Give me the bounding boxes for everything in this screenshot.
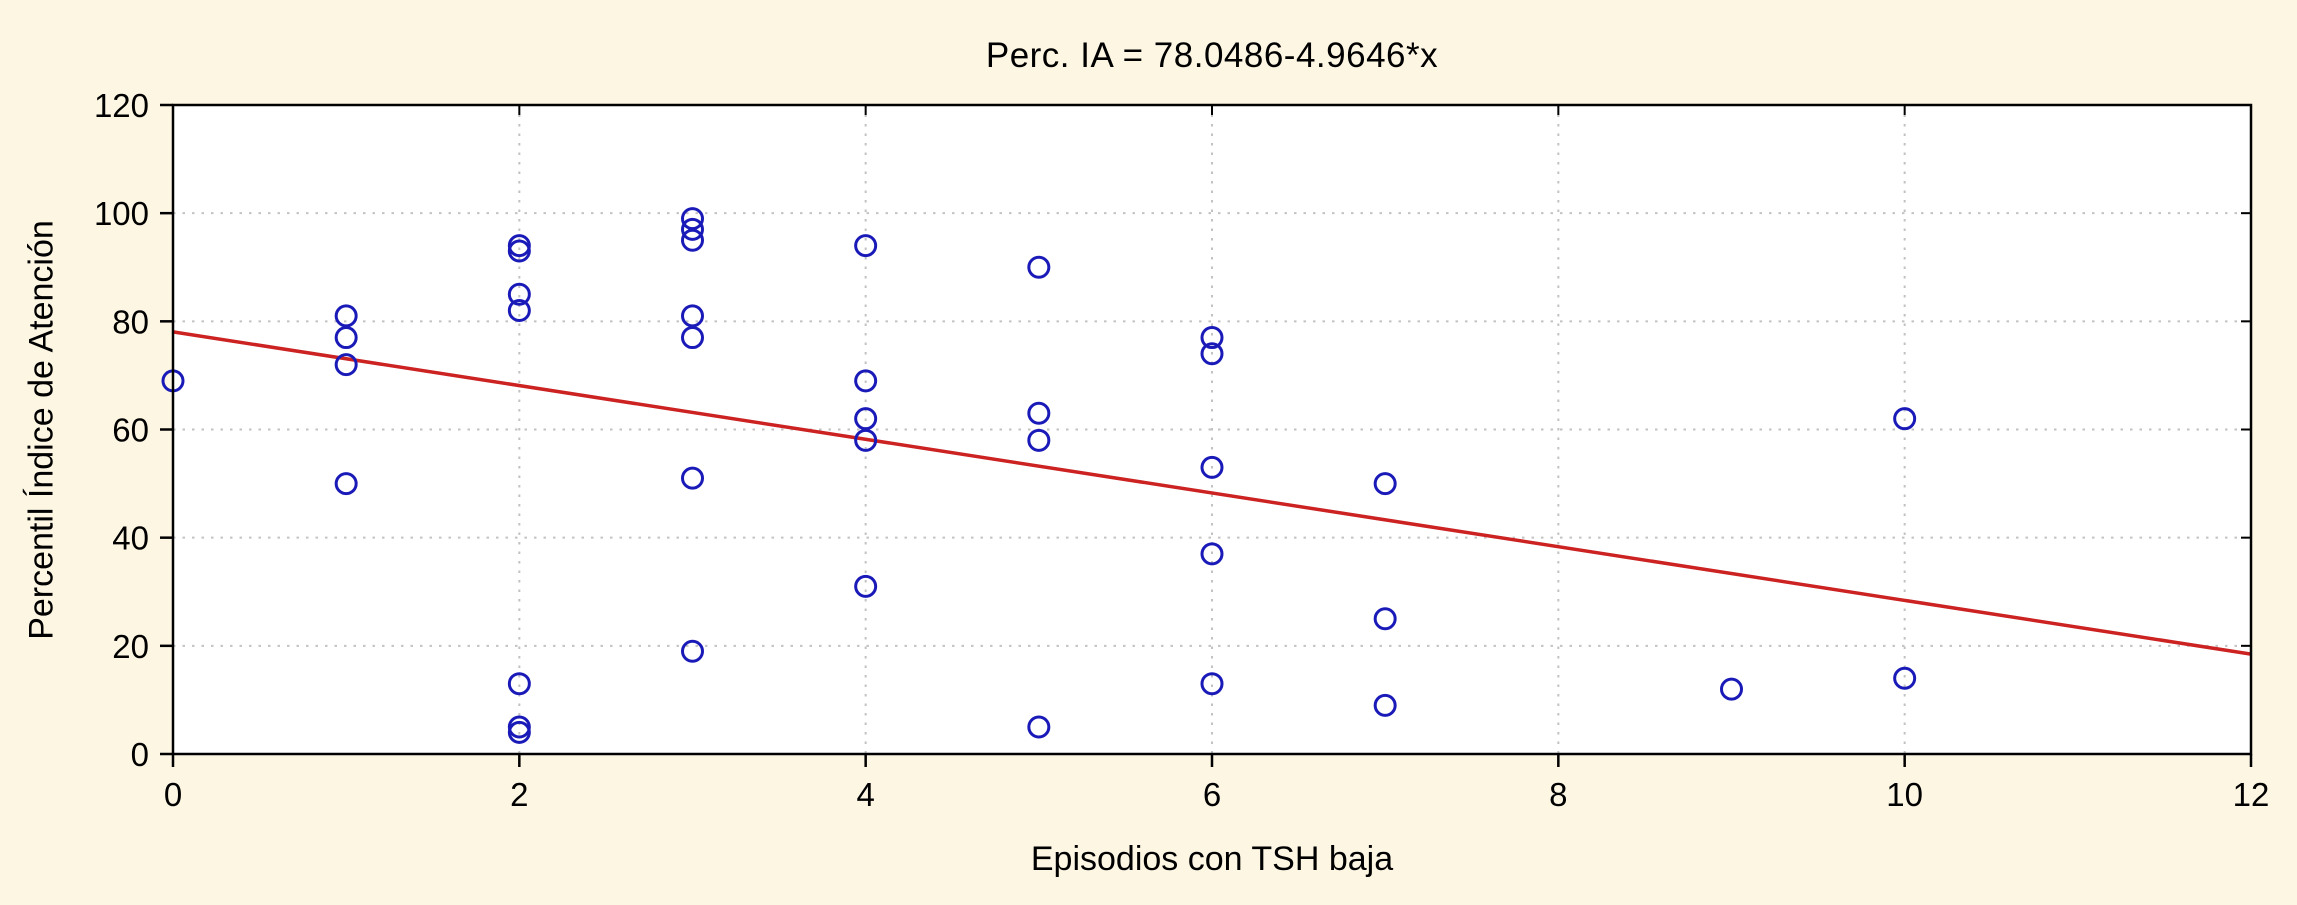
x-tick-label: 8	[1549, 776, 1567, 813]
regression-line	[172, 330, 2252, 656]
data-point	[681, 217, 704, 241]
y-tick-label: 80	[112, 303, 149, 340]
data-point	[507, 720, 531, 744]
data-point	[334, 326, 358, 350]
data-point	[681, 326, 704, 350]
data-point	[507, 672, 531, 696]
data-point	[854, 234, 878, 258]
chart-title: Perc. IA = 78.0486-4.9646*x	[985, 36, 1439, 75]
y-tick-label: 40	[112, 520, 149, 557]
x-tick-label: 6	[1203, 776, 1221, 813]
x-tick-label: 10	[1886, 776, 1923, 813]
y-tick-label: 120	[94, 87, 149, 124]
data-point	[681, 304, 704, 328]
x-tick-label: 12	[2233, 776, 2270, 813]
data-point	[1373, 693, 1397, 717]
data-point	[681, 639, 704, 663]
data-point	[854, 428, 878, 452]
x-tick-label: 0	[164, 776, 182, 813]
data-point	[1200, 455, 1224, 479]
data-point	[681, 466, 704, 490]
data-point	[854, 369, 878, 393]
data-point	[1373, 607, 1397, 631]
data-point	[334, 304, 358, 328]
y-axis-label: Percentil Índice de Atención	[22, 220, 61, 640]
data-point	[1200, 326, 1224, 350]
data-point	[1893, 407, 1917, 431]
y-tick-label: 0	[131, 736, 149, 773]
y-tick-label: 60	[112, 412, 149, 449]
data-point	[1027, 255, 1051, 279]
x-axis-label: Episodios con TSH baja	[1030, 840, 1394, 878]
data-point	[854, 574, 878, 598]
data-point	[1200, 542, 1224, 566]
y-tick-label: 100	[94, 195, 149, 232]
data-point	[854, 407, 878, 431]
x-tick-label: 4	[856, 776, 874, 813]
data-point	[681, 228, 704, 252]
data-point	[1720, 677, 1743, 701]
data-point	[1027, 428, 1051, 452]
data-point	[1027, 715, 1051, 739]
data-point	[1373, 472, 1397, 496]
y-tick-label: 20	[112, 628, 149, 665]
data-point	[507, 282, 531, 306]
data-point	[507, 299, 531, 323]
data-point	[1200, 672, 1224, 696]
data-point	[1200, 342, 1224, 366]
data-point	[1893, 666, 1917, 690]
data-point	[334, 472, 358, 496]
data-point	[507, 239, 531, 263]
data-point	[1027, 401, 1051, 425]
x-tick-label: 2	[510, 776, 528, 813]
data-point	[681, 207, 704, 231]
data-point	[334, 353, 358, 377]
